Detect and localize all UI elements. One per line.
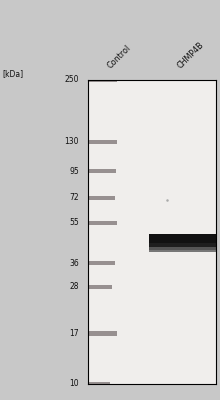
Text: 250: 250 <box>65 76 79 84</box>
Bar <box>149 250 216 252</box>
Text: 55: 55 <box>70 218 79 228</box>
Text: 36: 36 <box>70 258 79 268</box>
Bar <box>88 261 115 265</box>
Text: Control: Control <box>106 43 133 70</box>
Bar <box>88 140 117 144</box>
Bar <box>88 78 117 82</box>
Text: [kDa]: [kDa] <box>2 69 23 78</box>
Text: 10: 10 <box>70 380 79 388</box>
Bar <box>88 196 115 200</box>
Bar <box>88 382 110 386</box>
Bar <box>88 170 116 173</box>
Text: 72: 72 <box>70 193 79 202</box>
Text: 130: 130 <box>65 137 79 146</box>
Text: CHMP4B: CHMP4B <box>176 40 206 70</box>
Bar <box>88 221 117 225</box>
Bar <box>88 332 117 336</box>
Bar <box>88 285 112 289</box>
Text: 28: 28 <box>70 282 79 291</box>
Text: 95: 95 <box>70 167 79 176</box>
Bar <box>149 247 216 250</box>
Bar <box>149 234 216 244</box>
Bar <box>149 243 216 248</box>
Text: 17: 17 <box>70 329 79 338</box>
